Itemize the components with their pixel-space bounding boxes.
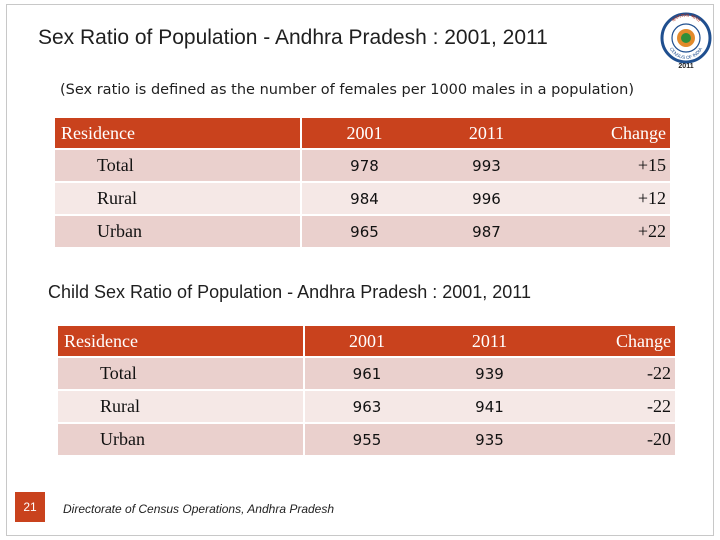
header-2001: 2001 [303, 326, 429, 358]
page-number-badge: 21 [15, 492, 45, 522]
row-value-2001: 955 [303, 424, 429, 457]
table-row: Rural 984 996 +12 [55, 183, 670, 216]
row-value-2011: 987 [427, 216, 546, 249]
header-2001: 2001 [300, 118, 427, 150]
header-residence: Residence [55, 118, 300, 150]
logo-top-text: जनगणना भारत [671, 13, 702, 24]
sex-ratio-table: Residence 2001 2011 Change Total 978 993… [55, 118, 670, 249]
table-row: Rural 963 941 -22 [58, 391, 675, 424]
row-value-2011: 941 [429, 391, 550, 424]
child-sex-ratio-table: Residence 2001 2011 Change Total 961 939… [58, 326, 675, 457]
row-residence: Rural [55, 183, 300, 216]
row-value-2001: 965 [300, 216, 427, 249]
row-change: +15 [546, 150, 670, 183]
row-change: +12 [546, 183, 670, 216]
row-value-2011: 996 [427, 183, 546, 216]
row-value-2001: 978 [300, 150, 427, 183]
table-row: Total 978 993 +15 [55, 150, 670, 183]
row-value-2001: 961 [303, 358, 429, 391]
header-residence: Residence [58, 326, 303, 358]
footer-source: Directorate of Census Operations, Andhra… [63, 502, 335, 516]
row-residence: Urban [55, 216, 300, 249]
header-2011: 2011 [427, 118, 546, 150]
slide-frame [6, 4, 714, 536]
header-2011: 2011 [429, 326, 550, 358]
table-header-row: Residence 2001 2011 Change [58, 326, 675, 358]
row-value-2001: 963 [303, 391, 429, 424]
logo-year: 2011 [678, 63, 693, 70]
row-residence: Total [58, 358, 303, 391]
row-value-2011: 935 [429, 424, 550, 457]
slide-title: Sex Ratio of Population - Andhra Pradesh… [38, 26, 548, 49]
row-value-2001: 984 [300, 183, 427, 216]
header-change: Change [550, 326, 675, 358]
table-row: Total 961 939 -22 [58, 358, 675, 391]
row-change: -22 [550, 358, 675, 391]
row-residence: Rural [58, 391, 303, 424]
svg-text:जनगणना भारत: जनगणना भारत [671, 13, 702, 24]
row-value-2011: 993 [427, 150, 546, 183]
census-logo: जनगणना भारत CENSUS OF INDIA 2011 [660, 12, 712, 70]
table-row: Urban 965 987 +22 [55, 216, 670, 249]
child-sex-ratio-title: Child Sex Ratio of Population - Andhra P… [48, 282, 531, 302]
header-change: Change [546, 118, 670, 150]
sex-ratio-definition: (Sex ratio is defined as the number of f… [60, 82, 634, 98]
row-change: -20 [550, 424, 675, 457]
table-row: Urban 955 935 -20 [58, 424, 675, 457]
row-residence: Urban [58, 424, 303, 457]
row-residence: Total [55, 150, 300, 183]
table-header-row: Residence 2001 2011 Change [55, 118, 670, 150]
row-value-2011: 939 [429, 358, 550, 391]
row-change: +22 [546, 216, 670, 249]
row-change: -22 [550, 391, 675, 424]
